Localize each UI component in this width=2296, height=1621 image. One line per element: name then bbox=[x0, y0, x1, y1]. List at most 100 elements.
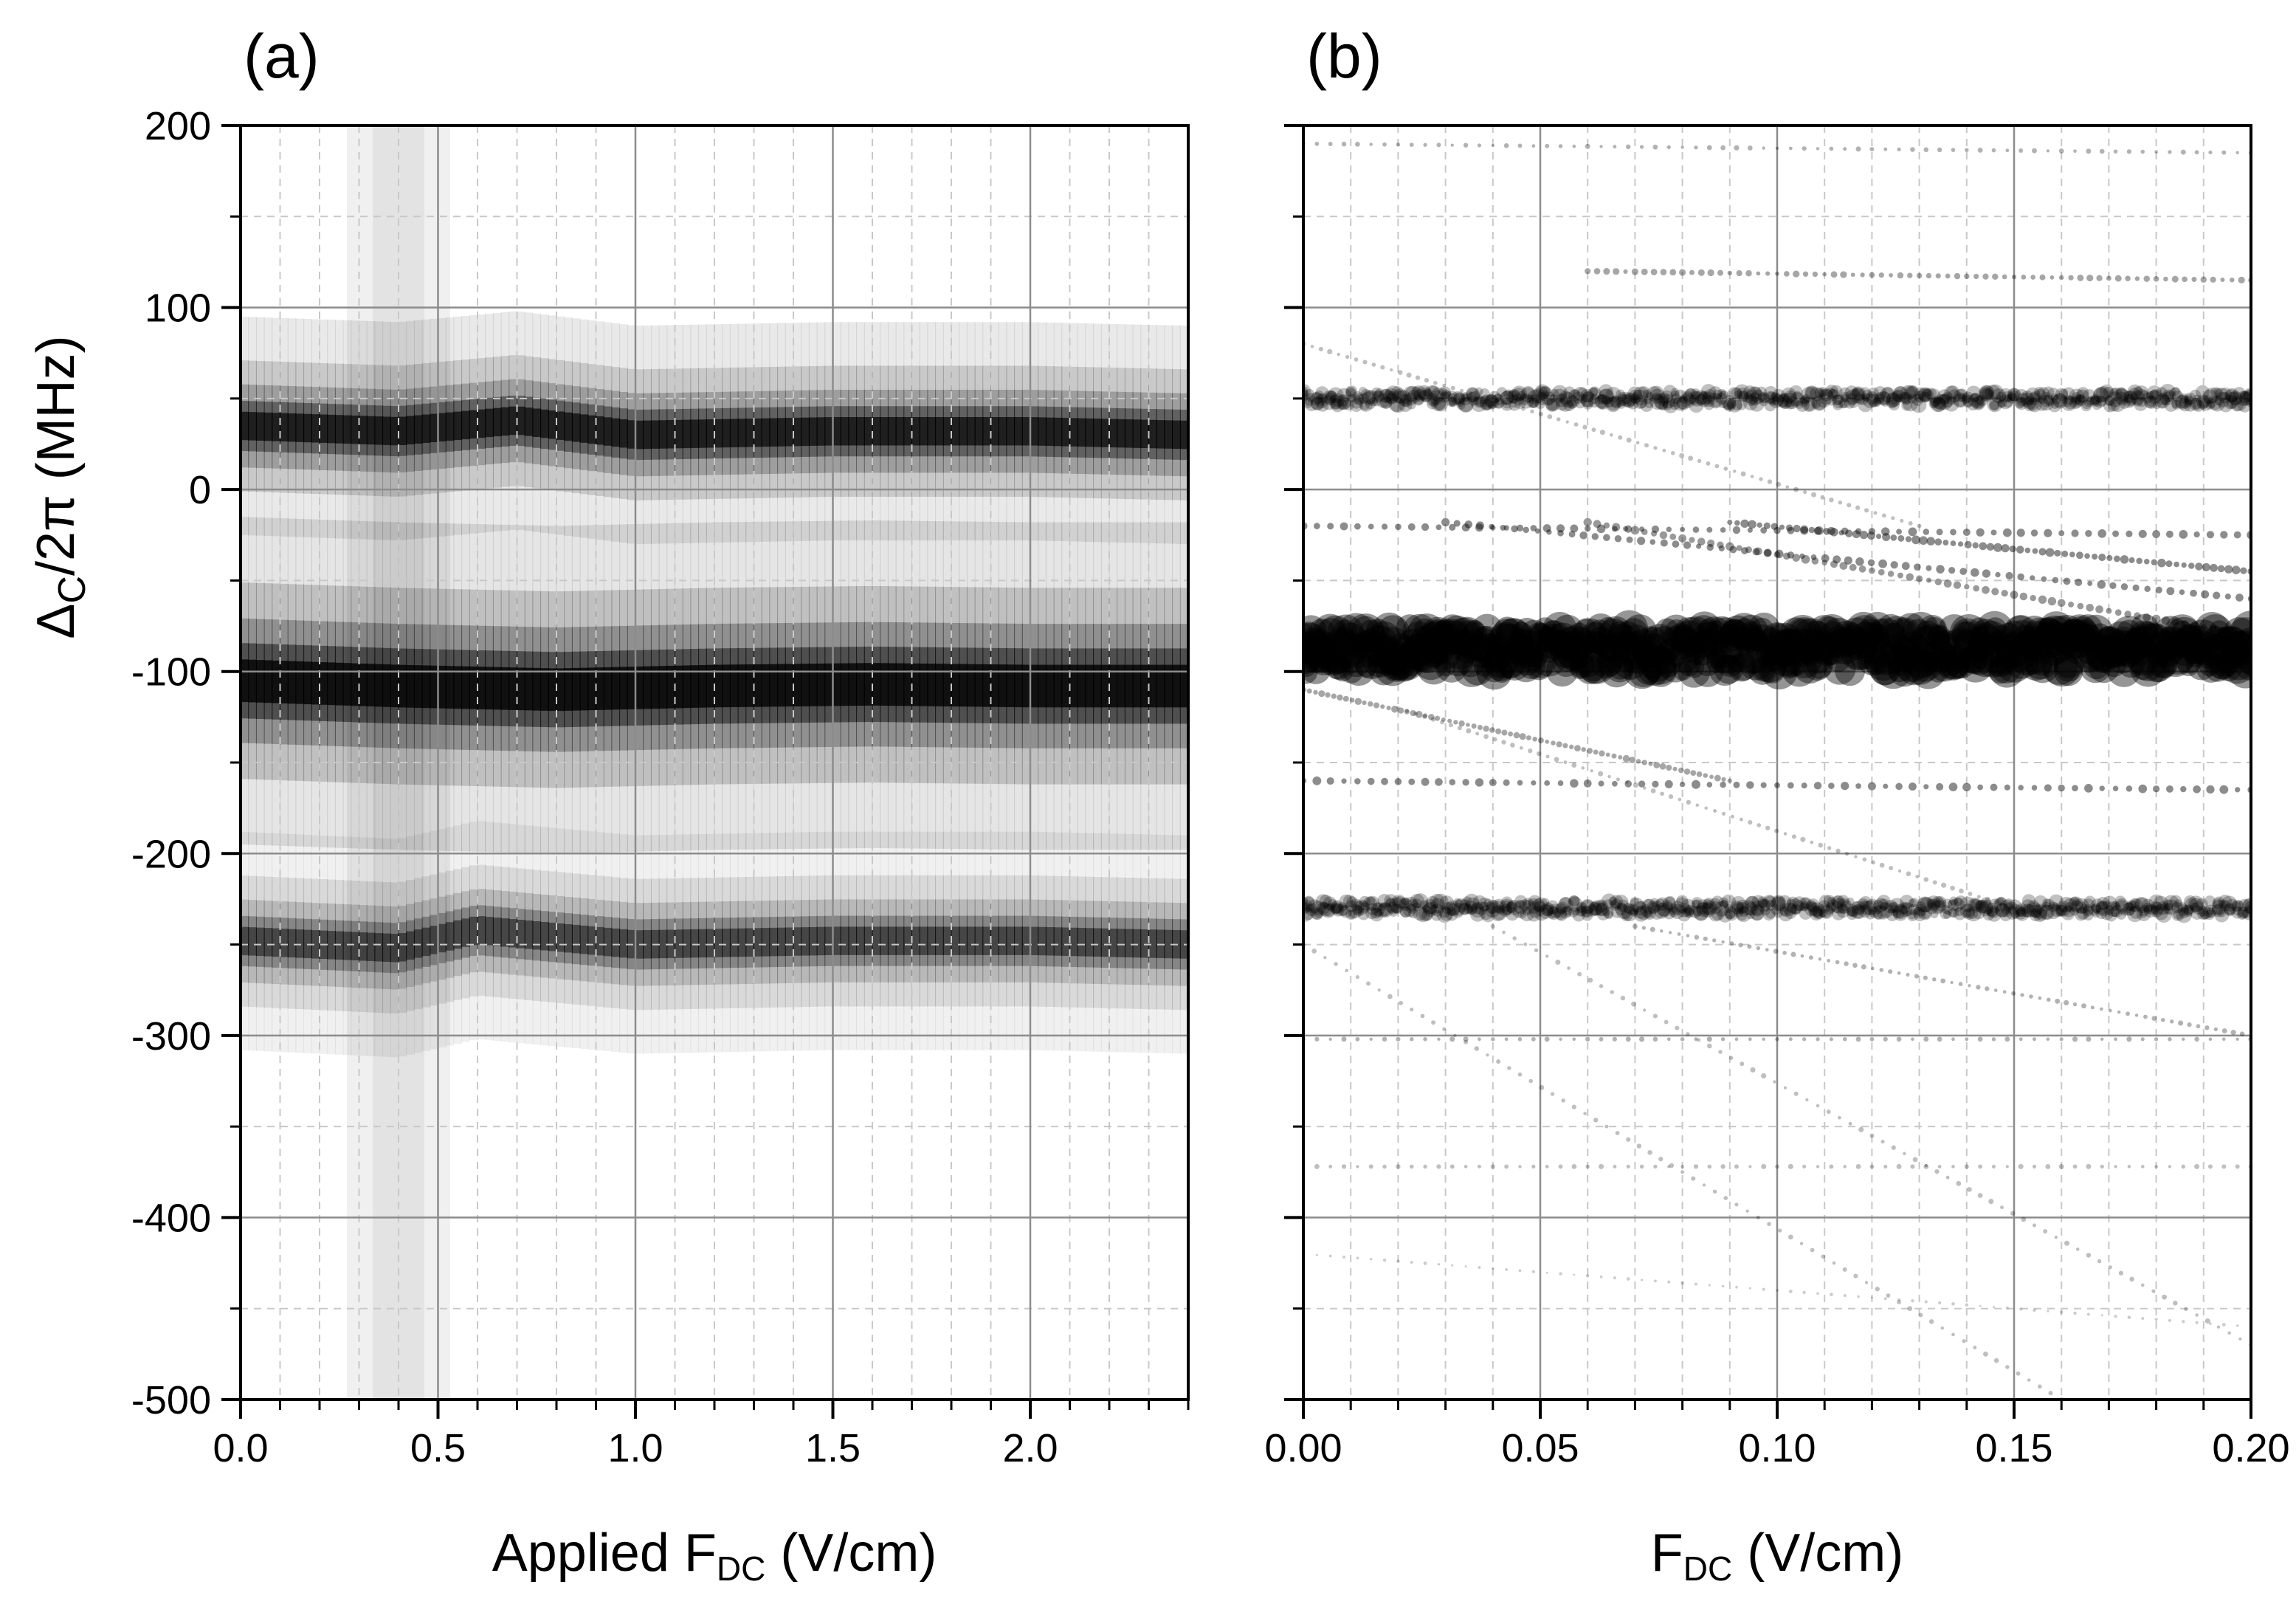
level-lower-dot bbox=[1548, 904, 1563, 918]
level-lower-dot bbox=[1378, 902, 1393, 917]
band-lower-cell bbox=[524, 869, 534, 1001]
level-upper-dot bbox=[1359, 398, 1373, 412]
band-main-cell bbox=[295, 661, 305, 704]
band-lower-cell bbox=[280, 918, 289, 968]
level-upper-dot bbox=[1886, 396, 1898, 409]
level-lower-dot bbox=[1851, 901, 1866, 916]
branch-dot bbox=[1449, 1164, 1455, 1169]
level-main-dot bbox=[1826, 648, 1850, 672]
band-lower-cell bbox=[382, 933, 391, 962]
branch-dot bbox=[2195, 1313, 2199, 1317]
band-lower-cell bbox=[1085, 876, 1094, 1008]
band-lower-cell bbox=[754, 917, 762, 968]
level-lower-dot bbox=[1331, 904, 1345, 917]
band-main-cell bbox=[500, 667, 510, 710]
branch-dot bbox=[1926, 577, 1931, 583]
branch-dot bbox=[1491, 1037, 1495, 1042]
branch-dot bbox=[1702, 1183, 1706, 1187]
level-main-dot bbox=[1562, 647, 1584, 669]
branch-dot bbox=[1838, 530, 1844, 536]
branch-dot bbox=[2069, 551, 2075, 558]
branch-dot bbox=[2030, 275, 2035, 280]
band-lower-cell bbox=[1132, 834, 1142, 1053]
level-main-dot bbox=[2223, 630, 2251, 661]
level-main-dot bbox=[1394, 644, 1416, 665]
branch-dot bbox=[2161, 616, 2171, 625]
band-lower-cell bbox=[603, 900, 613, 984]
level-main-dot bbox=[1526, 622, 1552, 648]
branch-dot bbox=[1369, 1037, 1373, 1041]
level-main-dot bbox=[1342, 653, 1376, 686]
branch-dot bbox=[1622, 526, 1629, 531]
band-lower-cell bbox=[801, 927, 810, 956]
level-lower-dot bbox=[1452, 906, 1464, 918]
level-upper-dot bbox=[1901, 400, 1912, 411]
branch-dot bbox=[2004, 784, 2010, 791]
branch-dot bbox=[1905, 536, 1912, 543]
level-lower-dot bbox=[1779, 905, 1792, 918]
level-upper-dot bbox=[1345, 385, 1358, 397]
level-upper-dot bbox=[2190, 397, 2202, 410]
level-upper-dot bbox=[1531, 393, 1540, 403]
level-upper-dot bbox=[2110, 396, 2126, 413]
level-upper-dot bbox=[1979, 388, 1994, 402]
level-main-dot bbox=[1765, 639, 1804, 677]
branch-dot bbox=[1848, 1121, 1852, 1126]
level-upper-dot bbox=[1998, 398, 2007, 407]
level-upper-dot bbox=[1534, 384, 1551, 400]
branch-dot bbox=[2151, 614, 2161, 624]
branch-dot bbox=[2097, 1259, 2102, 1264]
level-main-dot bbox=[1416, 649, 1452, 685]
level-upper-dot bbox=[1880, 387, 1896, 403]
level-upper-dot bbox=[1604, 396, 1621, 413]
branch-dot bbox=[2039, 274, 2046, 281]
branch-dot bbox=[1914, 563, 1921, 571]
branch-dot bbox=[1891, 516, 1895, 520]
branch-dot bbox=[1652, 780, 1659, 788]
level-main-dot bbox=[2180, 636, 2210, 665]
band-lower-cell bbox=[532, 826, 542, 1045]
band-lower-cell bbox=[1006, 926, 1016, 955]
band-lower-cell bbox=[603, 876, 613, 1008]
level-upper-dot bbox=[1689, 398, 1704, 413]
level-upper-dot bbox=[2159, 383, 2176, 400]
level-lower-dot bbox=[1730, 900, 1744, 915]
branch-dot bbox=[1923, 147, 1929, 153]
band-lower-cell bbox=[382, 906, 391, 989]
level-upper-dot bbox=[1387, 390, 1397, 401]
level-main-dot bbox=[2134, 623, 2168, 657]
level-main-dot bbox=[1963, 652, 1986, 675]
band-lower-cell bbox=[808, 916, 818, 967]
level-lower-dot bbox=[1692, 899, 1703, 910]
band-lower-cell bbox=[1021, 915, 1031, 966]
level-upper-dot bbox=[1934, 396, 1942, 405]
level-main-dot bbox=[1763, 641, 1793, 671]
level-lower-dot bbox=[1709, 898, 1721, 911]
band-lower-cell bbox=[793, 900, 802, 983]
level-lower-dot bbox=[1655, 898, 1666, 908]
level-upper-dot bbox=[1885, 392, 1901, 408]
branch-dot bbox=[1337, 694, 1343, 701]
level-main-dot bbox=[2026, 650, 2059, 684]
level-main-dot bbox=[2186, 649, 2217, 681]
level-lower-dot bbox=[1587, 904, 1599, 917]
level-upper-dot bbox=[1483, 394, 1498, 409]
branch-dot bbox=[1666, 145, 1671, 150]
level-main-dot bbox=[1387, 642, 1426, 681]
level-upper-dot bbox=[1658, 392, 1670, 405]
band-lower-cell bbox=[824, 899, 833, 982]
band-lower-cell bbox=[477, 889, 486, 972]
branch-dot bbox=[1830, 271, 1838, 278]
band-lower-cell bbox=[1038, 832, 1047, 1050]
band-lower-cell bbox=[548, 827, 557, 1047]
level-lower-dot bbox=[1602, 907, 1611, 917]
level-main-dot bbox=[1309, 645, 1337, 673]
branch-dot bbox=[1873, 511, 1878, 515]
level-upper-dot bbox=[1493, 397, 1505, 409]
level-main-dot bbox=[2157, 636, 2196, 675]
branch-dot bbox=[2179, 530, 2188, 539]
level-main-dot bbox=[1495, 618, 1531, 654]
branch-dot bbox=[2172, 1301, 2178, 1306]
band-lower-cell bbox=[390, 923, 399, 974]
level-main-dot bbox=[1509, 622, 1534, 646]
